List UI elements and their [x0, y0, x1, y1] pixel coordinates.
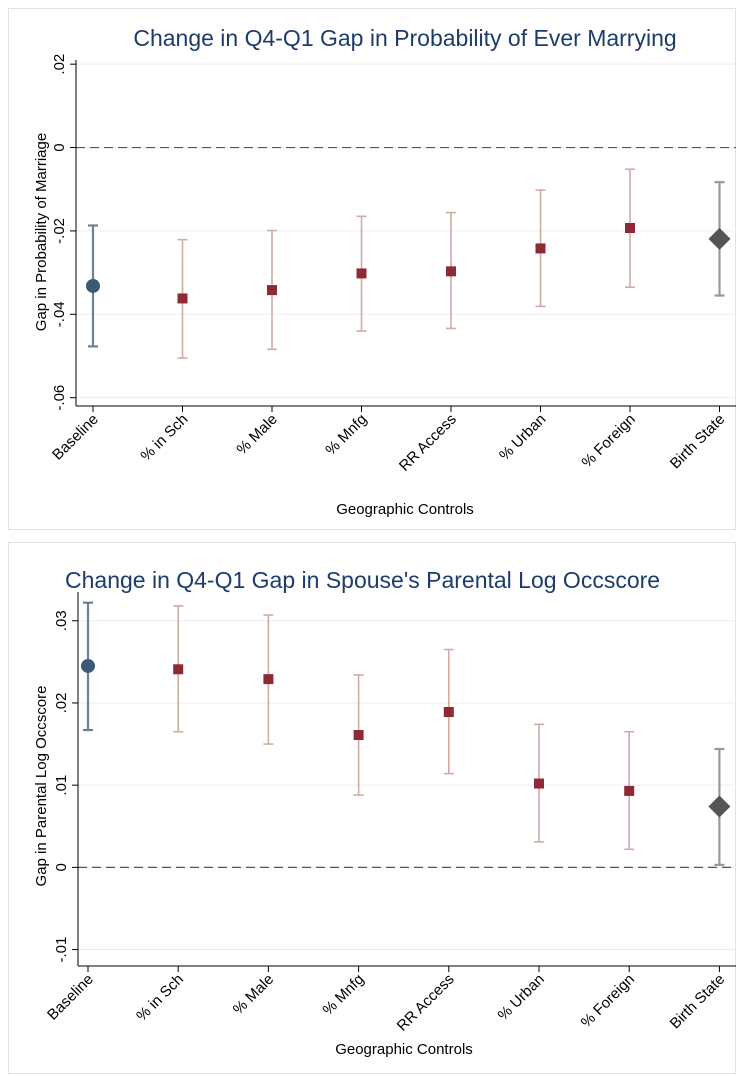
- chart-panel-occscore: .03.02.01 0 -.01 Baseline% in Sch% Male% Mn…: [0, 538, 736, 1076]
- chart-panel-marriage: .02 0 -.02 -.04 -.06 Baseline% in Sch% Male% …: [8, 8, 736, 530]
- point-estimate-square: [625, 222, 635, 233]
- chart-title: Change in Q4-Q1 Gap in Spouse's Parental…: [65, 567, 660, 593]
- point-estimate-square: [177, 293, 188, 304]
- point-estimate-circle: [86, 278, 100, 293]
- chart-frame: [8, 8, 736, 530]
- chart-frame: [8, 542, 736, 1074]
- point-estimate-square: [263, 674, 274, 685]
- point-estimate-square: [353, 730, 364, 741]
- y-axis-label: Gap in Probability of Marriage: [33, 133, 50, 331]
- y-tick-label: -.04: [51, 301, 68, 327]
- point-estimate-circle: [81, 658, 95, 673]
- point-estimate-square: [443, 707, 454, 718]
- y-tick-label: 0: [53, 863, 70, 871]
- point-estimate-diamond: [708, 795, 731, 818]
- y-tick-label: .02: [53, 693, 70, 714]
- point-estimate-square: [173, 664, 184, 675]
- y-tick-label: -.06: [51, 385, 68, 411]
- y-tick-label: -.01: [53, 937, 70, 963]
- x-axis-label: Geographic Controls: [335, 1041, 473, 1058]
- chart-title: Change in Q4-Q1 Gap in Probability of Ev…: [133, 25, 676, 51]
- x-axis-label: Geographic Controls: [336, 501, 474, 518]
- y-tick-label: .02: [51, 54, 68, 75]
- y-tick-label: .01: [53, 775, 70, 796]
- point-estimate-diamond: [708, 227, 731, 250]
- point-estimate-square: [535, 243, 546, 254]
- y-axis-label: Gap in Parental Log Occscore: [33, 686, 50, 887]
- point-estimate-square: [534, 778, 544, 789]
- point-estimate-square: [446, 266, 456, 277]
- y-tick-label: 0: [51, 143, 68, 151]
- y-tick-label: -.02: [51, 218, 68, 244]
- point-estimate-square: [624, 785, 635, 796]
- point-estimate-square: [356, 268, 367, 279]
- point-estimate-square: [267, 285, 277, 296]
- y-tick-label: .03: [53, 610, 70, 631]
